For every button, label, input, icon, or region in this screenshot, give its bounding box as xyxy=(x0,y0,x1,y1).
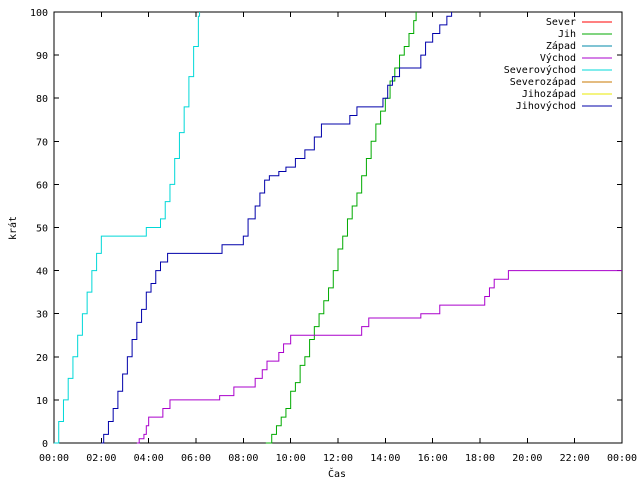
legend-label: Jihovýchod xyxy=(516,100,576,112)
y-axis-ticks: 0 10 20 30 40 50 60 70 80 90 100 xyxy=(30,8,622,450)
x-tick-label: 18:00 xyxy=(465,453,495,464)
y-tick-label: 40 xyxy=(36,267,48,278)
legend-label: Jih xyxy=(558,29,576,40)
series-line-východ xyxy=(136,270,622,444)
legend-label: Severovýchod xyxy=(504,64,576,76)
legend-label: Západ xyxy=(546,40,576,52)
x-tick-label: 00:00 xyxy=(39,453,69,464)
y-axis-title: krát xyxy=(7,216,19,240)
x-tick-label: 16:00 xyxy=(418,453,448,464)
y-tick-label: 50 xyxy=(36,224,48,235)
x-axis-ticks: 00:00 02:00 04:00 06:00 08:00 10:00 12:00 14:00… xyxy=(39,12,637,464)
x-tick-label: 04:00 xyxy=(134,453,164,464)
y-tick-label: 80 xyxy=(36,94,48,105)
x-tick-label: 22:00 xyxy=(560,453,590,464)
y-tick-label: 30 xyxy=(36,310,48,321)
x-tick-label: 08:00 xyxy=(228,453,258,464)
legend-label: Severozápad xyxy=(510,76,576,88)
x-tick-label: 12:00 xyxy=(323,453,353,464)
series-line-severovýchod xyxy=(54,12,201,444)
x-tick-label: 00:00 xyxy=(607,453,637,464)
series-lines xyxy=(54,12,622,444)
y-tick-label: 90 xyxy=(36,51,48,62)
series-line-jihovýchod xyxy=(101,12,453,444)
x-axis-title: Čas xyxy=(328,467,346,480)
x-tick-label: 06:00 xyxy=(181,453,211,464)
x-tick-label: 14:00 xyxy=(370,453,400,464)
y-tick-label: 10 xyxy=(36,396,48,407)
x-tick-label: 10:00 xyxy=(276,453,306,464)
y-tick-label: 0 xyxy=(42,439,48,450)
y-tick-label: 70 xyxy=(36,137,48,148)
x-tick-label: 02:00 xyxy=(86,453,116,464)
legend-label: Sever xyxy=(546,17,576,28)
y-tick-label: 60 xyxy=(36,180,48,191)
legend-label: Východ xyxy=(540,52,576,64)
legend-label: Jihozápad xyxy=(522,88,576,100)
y-tick-label: 20 xyxy=(36,353,48,364)
legend: SeverJihZápadVýchodSeverovýchodSeverozáp… xyxy=(504,17,612,112)
y-tick-label: 100 xyxy=(30,8,48,19)
x-tick-label: 20:00 xyxy=(512,453,542,464)
